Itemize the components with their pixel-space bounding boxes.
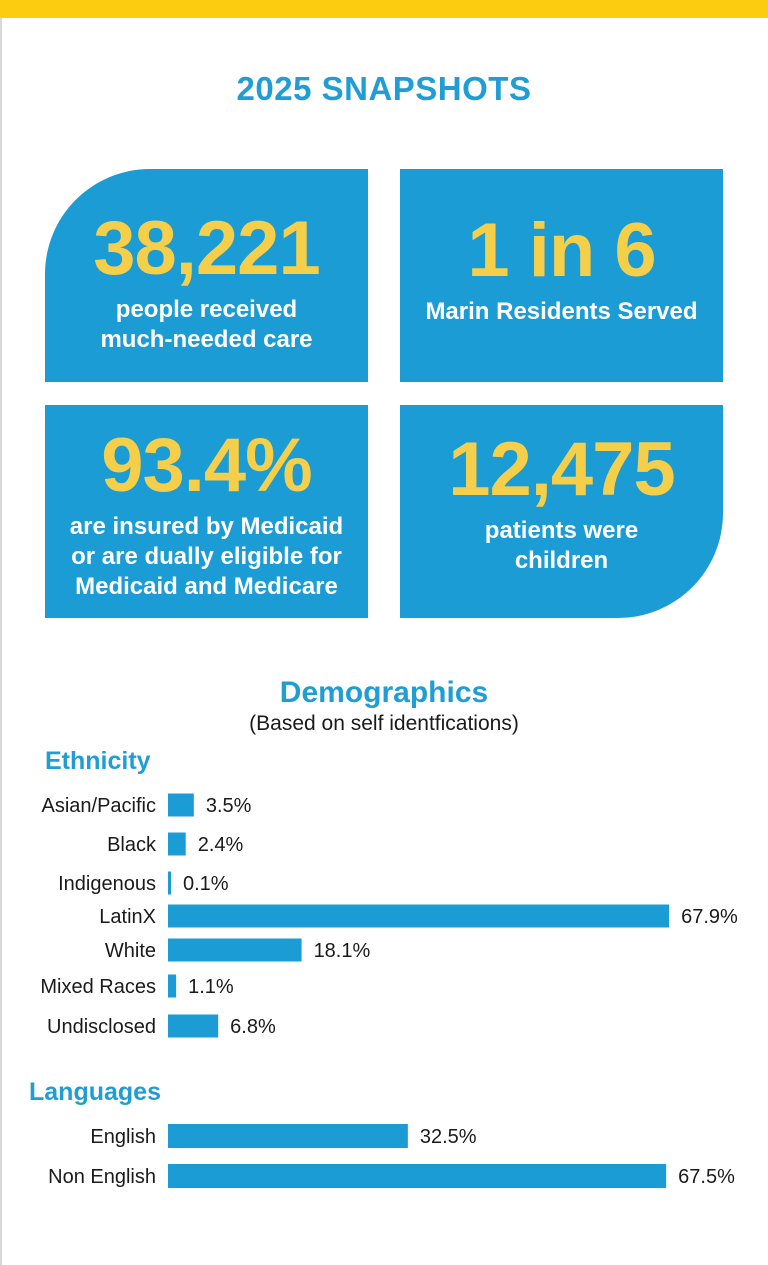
ethnicity-category-label: White: [105, 940, 156, 962]
ethnicity-category-label: Black: [107, 834, 157, 856]
languages-category-label: Non English: [48, 1166, 156, 1188]
ethnicity-chart-title: Ethnicity: [45, 747, 151, 775]
languages-bar: [168, 1124, 408, 1148]
stat-card-insured-medicaid: 93.4% are insured by Medicaid or are dua…: [45, 405, 368, 618]
stat-description: are insured by Medicaid or are dually el…: [70, 512, 343, 602]
ethnicity-bar: [168, 904, 670, 928]
stat-value: 93.4%: [101, 422, 312, 508]
top-accent-bar: [0, 0, 768, 18]
ethnicity-value-label: 67.9%: [681, 906, 738, 928]
demographics-subtitle: (Based on self identfications): [249, 712, 519, 735]
demographics-title: Demographics: [279, 676, 489, 709]
stat-description-line: Marin Residents Served: [425, 297, 698, 325]
ethnicity-bar: [168, 938, 302, 962]
stat-description-line: much-needed care: [100, 325, 313, 353]
stat-card-people-served: 38,221 people received much-needed care: [45, 169, 368, 382]
left-border-line: [0, 18, 2, 1265]
ethnicity-bar: [168, 832, 186, 856]
ethnicity-value-label: 0.1%: [183, 873, 229, 895]
stat-description-line: people received: [115, 295, 298, 323]
stat-value: 1 in 6: [467, 207, 656, 293]
stat-value: 38,221: [93, 205, 320, 291]
stat-description-line: Medicaid and Medicare: [75, 572, 338, 600]
stat-description-line: are insured by Medicaid: [69, 512, 344, 540]
ethnicity-value-label: 2.4%: [198, 834, 244, 856]
ethnicity-value-label: 1.1%: [188, 976, 234, 998]
ethnicity-category-label: Indigenous: [58, 873, 156, 895]
stat-description-line: or are dually eligible for: [71, 542, 342, 570]
ethnicity-bar: [168, 974, 177, 998]
ethnicity-bar: [168, 793, 194, 817]
languages-value-label: 32.5%: [420, 1126, 477, 1148]
stat-card-children-patients: 12,475 patients were children: [400, 405, 723, 618]
stat-description-line: patients were: [484, 516, 639, 544]
languages-value-label: 67.5%: [678, 1166, 735, 1188]
stat-card-residents-served: 1 in 6 Marin Residents Served: [400, 169, 723, 382]
stat-description-line: children: [514, 546, 609, 574]
ethnicity-value-label: 3.5%: [206, 795, 252, 817]
stat-description: Marin Residents Served: [425, 297, 697, 327]
languages-bar: [168, 1164, 667, 1188]
stat-description: people received much-needed care: [100, 295, 312, 355]
page-title: 2025 SNAPSHOTS: [236, 70, 532, 107]
stat-description: patients were children: [485, 516, 638, 576]
ethnicity-category-label: Asian/Pacific: [42, 795, 157, 817]
ethnicity-category-label: LatinX: [99, 906, 156, 928]
ethnicity-value-label: 6.8%: [230, 1016, 276, 1038]
ethnicity-category-label: Undisclosed: [47, 1016, 156, 1038]
ethnicity-bar: [168, 871, 171, 895]
stat-value: 12,475: [448, 426, 675, 512]
ethnicity-value-label: 18.1%: [314, 940, 371, 962]
languages-chart-title: Languages: [29, 1078, 161, 1106]
ethnicity-bar: [168, 1014, 219, 1038]
languages-category-label: English: [90, 1126, 156, 1148]
ethnicity-category-label: Mixed Races: [40, 976, 156, 998]
